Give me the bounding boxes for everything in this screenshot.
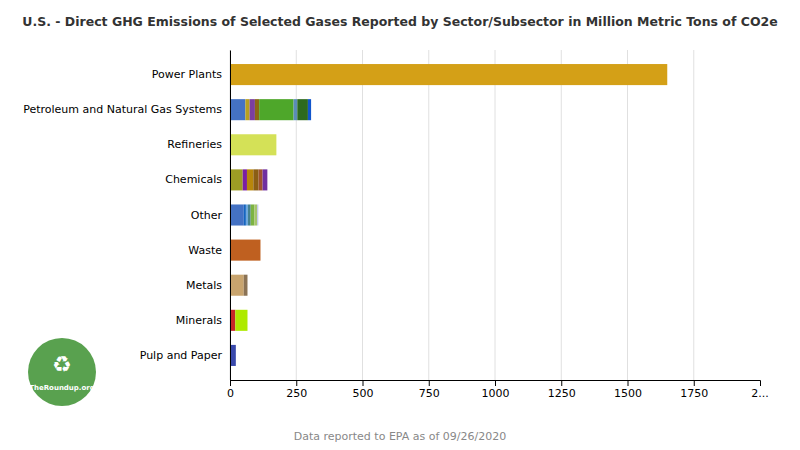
x-tick-mark bbox=[296, 380, 297, 386]
title: U.S. - Direct GHG Emissions of Selected … bbox=[22, 14, 777, 29]
bar-segment bbox=[259, 169, 263, 190]
grid bbox=[230, 50, 694, 380]
x-tick: 1500 bbox=[614, 380, 642, 400]
logo-text: TheRoundup.org bbox=[29, 384, 95, 392]
bar-segment bbox=[254, 204, 257, 225]
x-tick-label: 1000 bbox=[482, 387, 510, 400]
y-tick-label: Petroleum and Natural Gas Systems bbox=[23, 103, 222, 116]
bar-segment bbox=[230, 64, 667, 85]
bar-segment bbox=[243, 169, 247, 190]
y-tick: Other bbox=[191, 209, 223, 222]
bar-segment bbox=[244, 204, 246, 225]
grid-line bbox=[561, 50, 562, 380]
x-tick: 250 bbox=[286, 380, 307, 400]
x-tick: 500 bbox=[353, 380, 374, 400]
y-tick-label: Waste bbox=[188, 244, 222, 257]
grid-line bbox=[693, 50, 694, 380]
bar-segment bbox=[235, 310, 247, 331]
y-tick-label: Chemicals bbox=[165, 173, 222, 186]
bar-segment bbox=[245, 99, 249, 120]
grid-line bbox=[495, 50, 496, 380]
y-tick-label: Minerals bbox=[176, 314, 223, 327]
y-tick: Minerals bbox=[176, 314, 223, 327]
bar-segment bbox=[230, 134, 276, 155]
logo bbox=[28, 338, 96, 406]
grid-line bbox=[230, 50, 231, 380]
x-tick-mark bbox=[694, 380, 695, 386]
footnote: Data reported to EPA as of 09/26/2020 bbox=[294, 430, 507, 443]
x-tick: 1000 bbox=[482, 380, 510, 400]
y-axis-line bbox=[230, 51, 231, 381]
x-tick-label: 1250 bbox=[548, 387, 576, 400]
grid-line bbox=[627, 50, 628, 380]
bar-segment bbox=[230, 204, 244, 225]
y-tick-label: Power Plants bbox=[152, 68, 222, 81]
bar-segment bbox=[230, 275, 244, 296]
x-tick-label: 750 bbox=[419, 387, 440, 400]
x-tick-label: 0 bbox=[227, 387, 234, 400]
y-tick: Metals bbox=[186, 279, 222, 292]
bar-segment bbox=[253, 169, 258, 190]
y-tick: Pulp and Paper bbox=[140, 349, 223, 362]
grid-line bbox=[362, 50, 363, 380]
x-tick-label: 500 bbox=[353, 387, 374, 400]
x-tick: 750 bbox=[419, 380, 440, 400]
bar-segment bbox=[297, 99, 308, 120]
bar-segment bbox=[255, 99, 259, 120]
bar-segment bbox=[308, 99, 311, 120]
x-tick-label: 250 bbox=[286, 387, 307, 400]
x-tick: 1250 bbox=[548, 380, 576, 400]
bar-segment bbox=[230, 99, 245, 120]
x-tick-mark bbox=[628, 380, 629, 386]
x-tick-label: 1750 bbox=[680, 387, 708, 400]
chart: U.S. - Direct GHG Emissions of Selected … bbox=[0, 0, 800, 450]
x-tick: 1750 bbox=[680, 380, 708, 400]
x-axis-line bbox=[231, 381, 761, 387]
y-axis: Power Plants Petroleum and Natural Gas Sy… bbox=[23, 51, 230, 381]
plot: 0 250 500 750 1000 1250 1500 1750 Power Plants Pe… bbox=[23, 50, 769, 400]
y-tick: Chemicals bbox=[165, 173, 222, 186]
bar-segment bbox=[250, 99, 255, 120]
y-tick-label: Refineries bbox=[167, 138, 222, 151]
grid-line bbox=[428, 50, 429, 380]
bar-segment bbox=[230, 240, 260, 261]
y-tick-label: Other bbox=[191, 209, 223, 222]
bar-segment bbox=[259, 99, 293, 120]
bar-segment bbox=[251, 204, 255, 225]
logo-icon: ♻ bbox=[52, 352, 72, 377]
bar-segment bbox=[248, 204, 251, 225]
bar-segment bbox=[230, 169, 243, 190]
bar-segment bbox=[244, 275, 248, 296]
x-tick: 0 bbox=[227, 380, 234, 400]
bar-segment bbox=[294, 99, 298, 120]
x-tick-mark bbox=[363, 380, 364, 386]
y-tick: Power Plants bbox=[152, 68, 222, 81]
y-tick: Waste bbox=[188, 244, 222, 257]
bars bbox=[230, 64, 667, 366]
y-tick: Refineries bbox=[167, 138, 222, 151]
x-tick-mark bbox=[495, 380, 496, 386]
y-tick: Petroleum and Natural Gas Systems bbox=[23, 103, 222, 116]
y-tick-label: Metals bbox=[186, 279, 222, 292]
bar-segment bbox=[257, 204, 258, 225]
x-axis: 0 250 500 750 1000 1250 1500 1750 bbox=[227, 380, 761, 400]
bar-segment bbox=[247, 169, 253, 190]
annotation: 2... bbox=[751, 387, 769, 400]
x-tick-mark bbox=[561, 380, 562, 386]
bar-segment bbox=[263, 169, 268, 190]
y-tick-label: Pulp and Paper bbox=[140, 349, 223, 362]
x-tick-mark bbox=[429, 380, 430, 386]
bar-segment bbox=[246, 204, 248, 225]
x-tick-label: 1500 bbox=[614, 387, 642, 400]
x-tick-mark bbox=[230, 380, 231, 386]
